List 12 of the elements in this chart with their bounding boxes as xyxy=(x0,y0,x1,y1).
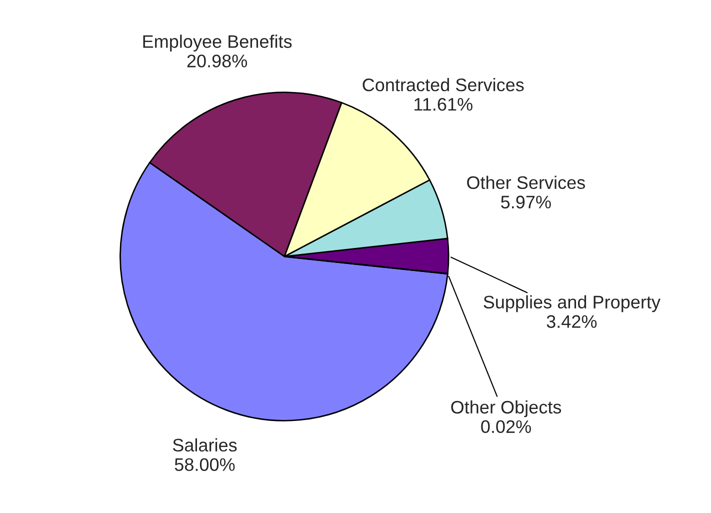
slice-label: Supplies and Property xyxy=(484,295,660,312)
slice-label: Other Objects xyxy=(451,400,562,418)
data-label: 3.42% xyxy=(546,315,597,328)
data-label: 58.00% xyxy=(174,458,235,471)
data-label: 20.98% xyxy=(187,54,248,68)
slice-label: Employee Benefits xyxy=(143,34,292,52)
slice-label: Other Services xyxy=(467,176,585,190)
data-label: 11.61% xyxy=(414,98,472,111)
slice-label: Salaries xyxy=(172,438,237,452)
slice-label: Contracted Services xyxy=(362,78,524,92)
data-label: 0.02% xyxy=(481,420,531,434)
data-label: 5.97% xyxy=(501,196,551,208)
